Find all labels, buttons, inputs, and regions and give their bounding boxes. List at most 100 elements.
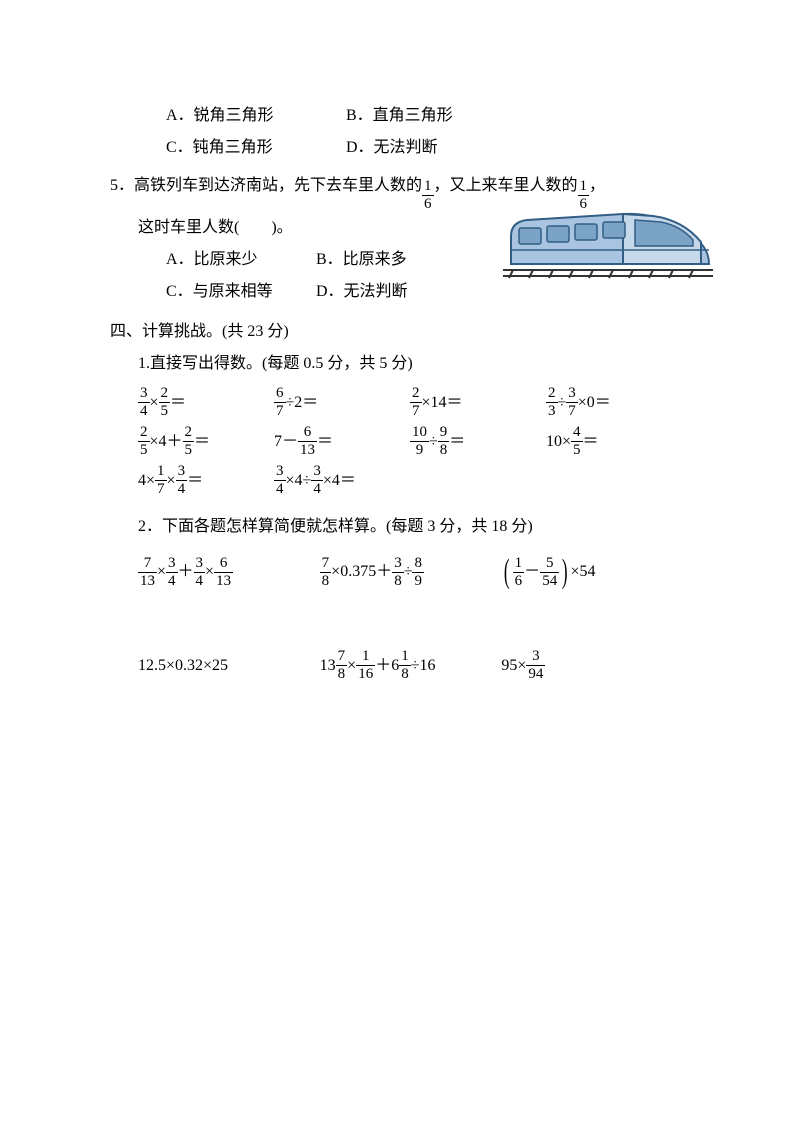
fraction: 89 <box>412 556 424 589</box>
q4-choices-row1: A．锐角三角形 B．直角三角形 <box>110 100 683 132</box>
q5-stem-suffix: ， <box>589 170 605 202</box>
expr-text: 10× <box>546 426 571 458</box>
expr-text: ＋ <box>178 556 194 588</box>
q5-choice-a: A．比原来少 <box>166 244 316 276</box>
expr-text: 13 <box>320 650 336 682</box>
fraction: 613 <box>298 425 317 458</box>
calc-cell: 25×4＋25＝ <box>138 425 248 458</box>
fraction: 16 <box>513 556 525 589</box>
calc-cell: 109÷98＝ <box>410 425 520 458</box>
fraction: 25 <box>159 386 171 419</box>
expr-text: ＝ <box>583 426 599 458</box>
fraction: 116 <box>356 649 375 682</box>
fraction: 17 <box>155 464 167 497</box>
simplify-cell: 1378×116＋618÷16 <box>320 649 502 682</box>
expr-text: 4× <box>138 465 155 497</box>
expr-text: ×0＝ <box>578 387 611 419</box>
expr-text: ＝ <box>170 387 186 419</box>
q4-choice-c: C．钝角三角形 <box>166 132 346 164</box>
expr-text: ＋6 <box>375 650 399 682</box>
q5-stem-prefix: 5．高铁列车到达济南站，先下去车里人数的 <box>110 170 422 202</box>
fraction: 34 <box>166 556 178 589</box>
fraction: 34 <box>311 464 323 497</box>
fraction: 34 <box>194 556 206 589</box>
fraction: 25 <box>138 425 150 458</box>
expr-text: ×4÷ <box>286 465 312 497</box>
q5-choice-b: B．比原来多 <box>316 244 466 276</box>
sec4-sub1-title: 1.直接写出得数。(每题 0.5 分，共 5 分) <box>110 348 683 380</box>
calc-cell: 34×4÷34×4＝ <box>274 464 384 497</box>
expr-text: ÷16 <box>411 650 436 682</box>
fraction: 554 <box>540 556 559 589</box>
fraction: 18 <box>399 649 411 682</box>
bracket-right: ) <box>562 555 568 589</box>
calc-cell: 34×25＝ <box>138 386 248 419</box>
q5-frac2-num: 1 <box>578 179 590 196</box>
expr-text: ÷2＝ <box>286 387 319 419</box>
expr-text: ÷ <box>558 387 567 419</box>
calc-row: 4×17×34＝34×4÷34×4＝ <box>138 464 683 497</box>
expr-text: ×0.375＋ <box>331 556 392 588</box>
q4-choices-row2: C．钝角三角形 D．无法判断 <box>110 132 683 164</box>
expr-text: ＝ <box>194 426 210 458</box>
train-icon <box>503 206 713 296</box>
q5-stem-mid: ，又上来车里人数的 <box>434 170 578 202</box>
expr-text: － <box>524 556 540 588</box>
q5-choice-d: D．无法判断 <box>316 276 466 308</box>
fraction: 98 <box>438 425 450 458</box>
q5-frac1-num: 1 <box>422 179 434 196</box>
expr-text: × <box>150 387 159 419</box>
calc-cell: 10×45＝ <box>546 425 656 458</box>
expr-text: 12.5×0.32×25 <box>138 650 228 682</box>
q4-choice-a: A．锐角三角形 <box>166 100 346 132</box>
expr-text: ×4＝ <box>323 465 356 497</box>
fraction: 34 <box>274 464 286 497</box>
bracket-left: ( <box>504 555 510 589</box>
calc-cell: 27×14＝ <box>410 386 520 419</box>
q5-frac1-den: 6 <box>422 196 434 212</box>
expr-text: 95× <box>501 650 526 682</box>
fraction: 45 <box>571 425 583 458</box>
simplify-cell: (16－554)×54 <box>501 555 683 589</box>
calc-row: 25×4＋25＝7－613＝109÷98＝10×45＝ <box>138 425 683 458</box>
expr-text: ×14＝ <box>422 387 463 419</box>
expr-text: × <box>205 556 214 588</box>
expr-text: × <box>157 556 166 588</box>
fraction: 109 <box>410 425 429 458</box>
sec4-sub2-title: 2．下面各题怎样算简便就怎样算。(每题 3 分，共 18 分) <box>110 511 683 543</box>
fraction: 394 <box>526 649 545 682</box>
fraction: 25 <box>183 425 195 458</box>
sec4-sub2-body: 713×34＋34×61378×0.375＋38÷89(16－554)×5412… <box>110 555 683 682</box>
expr-text: × <box>347 650 356 682</box>
expr-text: ÷ <box>429 426 438 458</box>
expr-text: ＝ <box>317 426 333 458</box>
simplify-row: 12.5×0.32×251378×116＋618÷1695×394 <box>138 649 683 682</box>
expr-text: × <box>167 465 176 497</box>
q5-choice-c: C．与原来相等 <box>166 276 316 308</box>
fraction: 37 <box>566 386 578 419</box>
simplify-cell: 78×0.375＋38÷89 <box>320 556 502 589</box>
expr-text: ×4＋ <box>150 426 183 458</box>
q4-choice-b: B．直角三角形 <box>346 100 526 132</box>
fraction: 67 <box>274 386 286 419</box>
calc-cell: 4×17×34＝ <box>138 464 248 497</box>
expr-text: 7－ <box>274 426 298 458</box>
simplify-row: 713×34＋34×61378×0.375＋38÷89(16－554)×54 <box>138 555 683 589</box>
fraction: 78 <box>320 556 332 589</box>
fraction: 78 <box>336 649 348 682</box>
fraction: 34 <box>138 386 150 419</box>
q5-frac1: 1 6 <box>422 179 434 212</box>
fraction: 713 <box>138 556 157 589</box>
calc-cell: 23÷37×0＝ <box>546 386 656 419</box>
calc-cell: 7－613＝ <box>274 425 384 458</box>
fraction: 27 <box>410 386 422 419</box>
calc-cell: 67÷2＝ <box>274 386 384 419</box>
simplify-cell: 713×34＋34×613 <box>138 556 320 589</box>
page: A．锐角三角形 B．直角三角形 C．钝角三角形 D．无法判断 5．高铁列车到达济… <box>0 0 793 682</box>
fraction: 613 <box>214 556 233 589</box>
calc-row: 34×25＝ 67÷2＝ 27×14＝ 23÷37×0＝ <box>138 386 683 419</box>
fraction: 23 <box>546 386 558 419</box>
expr-text: ×54 <box>571 556 596 588</box>
q5-body: 这时车里人数( )。 A．比原来少 B．比原来多 C．与原来相等 D．无法判断 <box>110 212 683 308</box>
fraction: 38 <box>392 556 404 589</box>
